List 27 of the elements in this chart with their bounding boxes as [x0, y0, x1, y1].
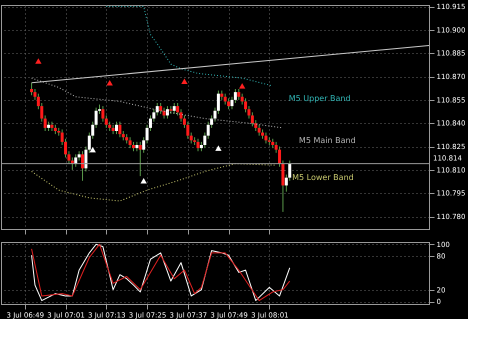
candlestick [114, 121, 118, 135]
candlestick [50, 121, 54, 132]
candlestick [220, 90, 224, 100]
candlestick [125, 134, 128, 144]
candlestick [118, 121, 122, 138]
text: M5 Main Band [298, 136, 356, 145]
candlestick [138, 141, 142, 177]
candlestick [227, 98, 230, 110]
candlestick [196, 138, 200, 152]
candlestick [135, 141, 138, 152]
candlestick [271, 138, 274, 149]
candlestick [81, 150, 84, 182]
candlestick [261, 128, 264, 140]
text: M5 Upper Band [288, 94, 351, 103]
candlestick [264, 132, 268, 144]
candlestick [112, 124, 115, 135]
text: M5 Lower Band [292, 173, 354, 182]
candlestick [224, 93, 227, 106]
candlestick [47, 121, 50, 132]
candlestick [132, 141, 135, 152]
candlestick [159, 102, 162, 114]
candlestick [166, 106, 169, 120]
candlestick [30, 82, 34, 96]
candlestick [258, 124, 261, 136]
candlestick [54, 124, 57, 135]
candlestick [172, 102, 176, 114]
candlestick [128, 136, 132, 149]
